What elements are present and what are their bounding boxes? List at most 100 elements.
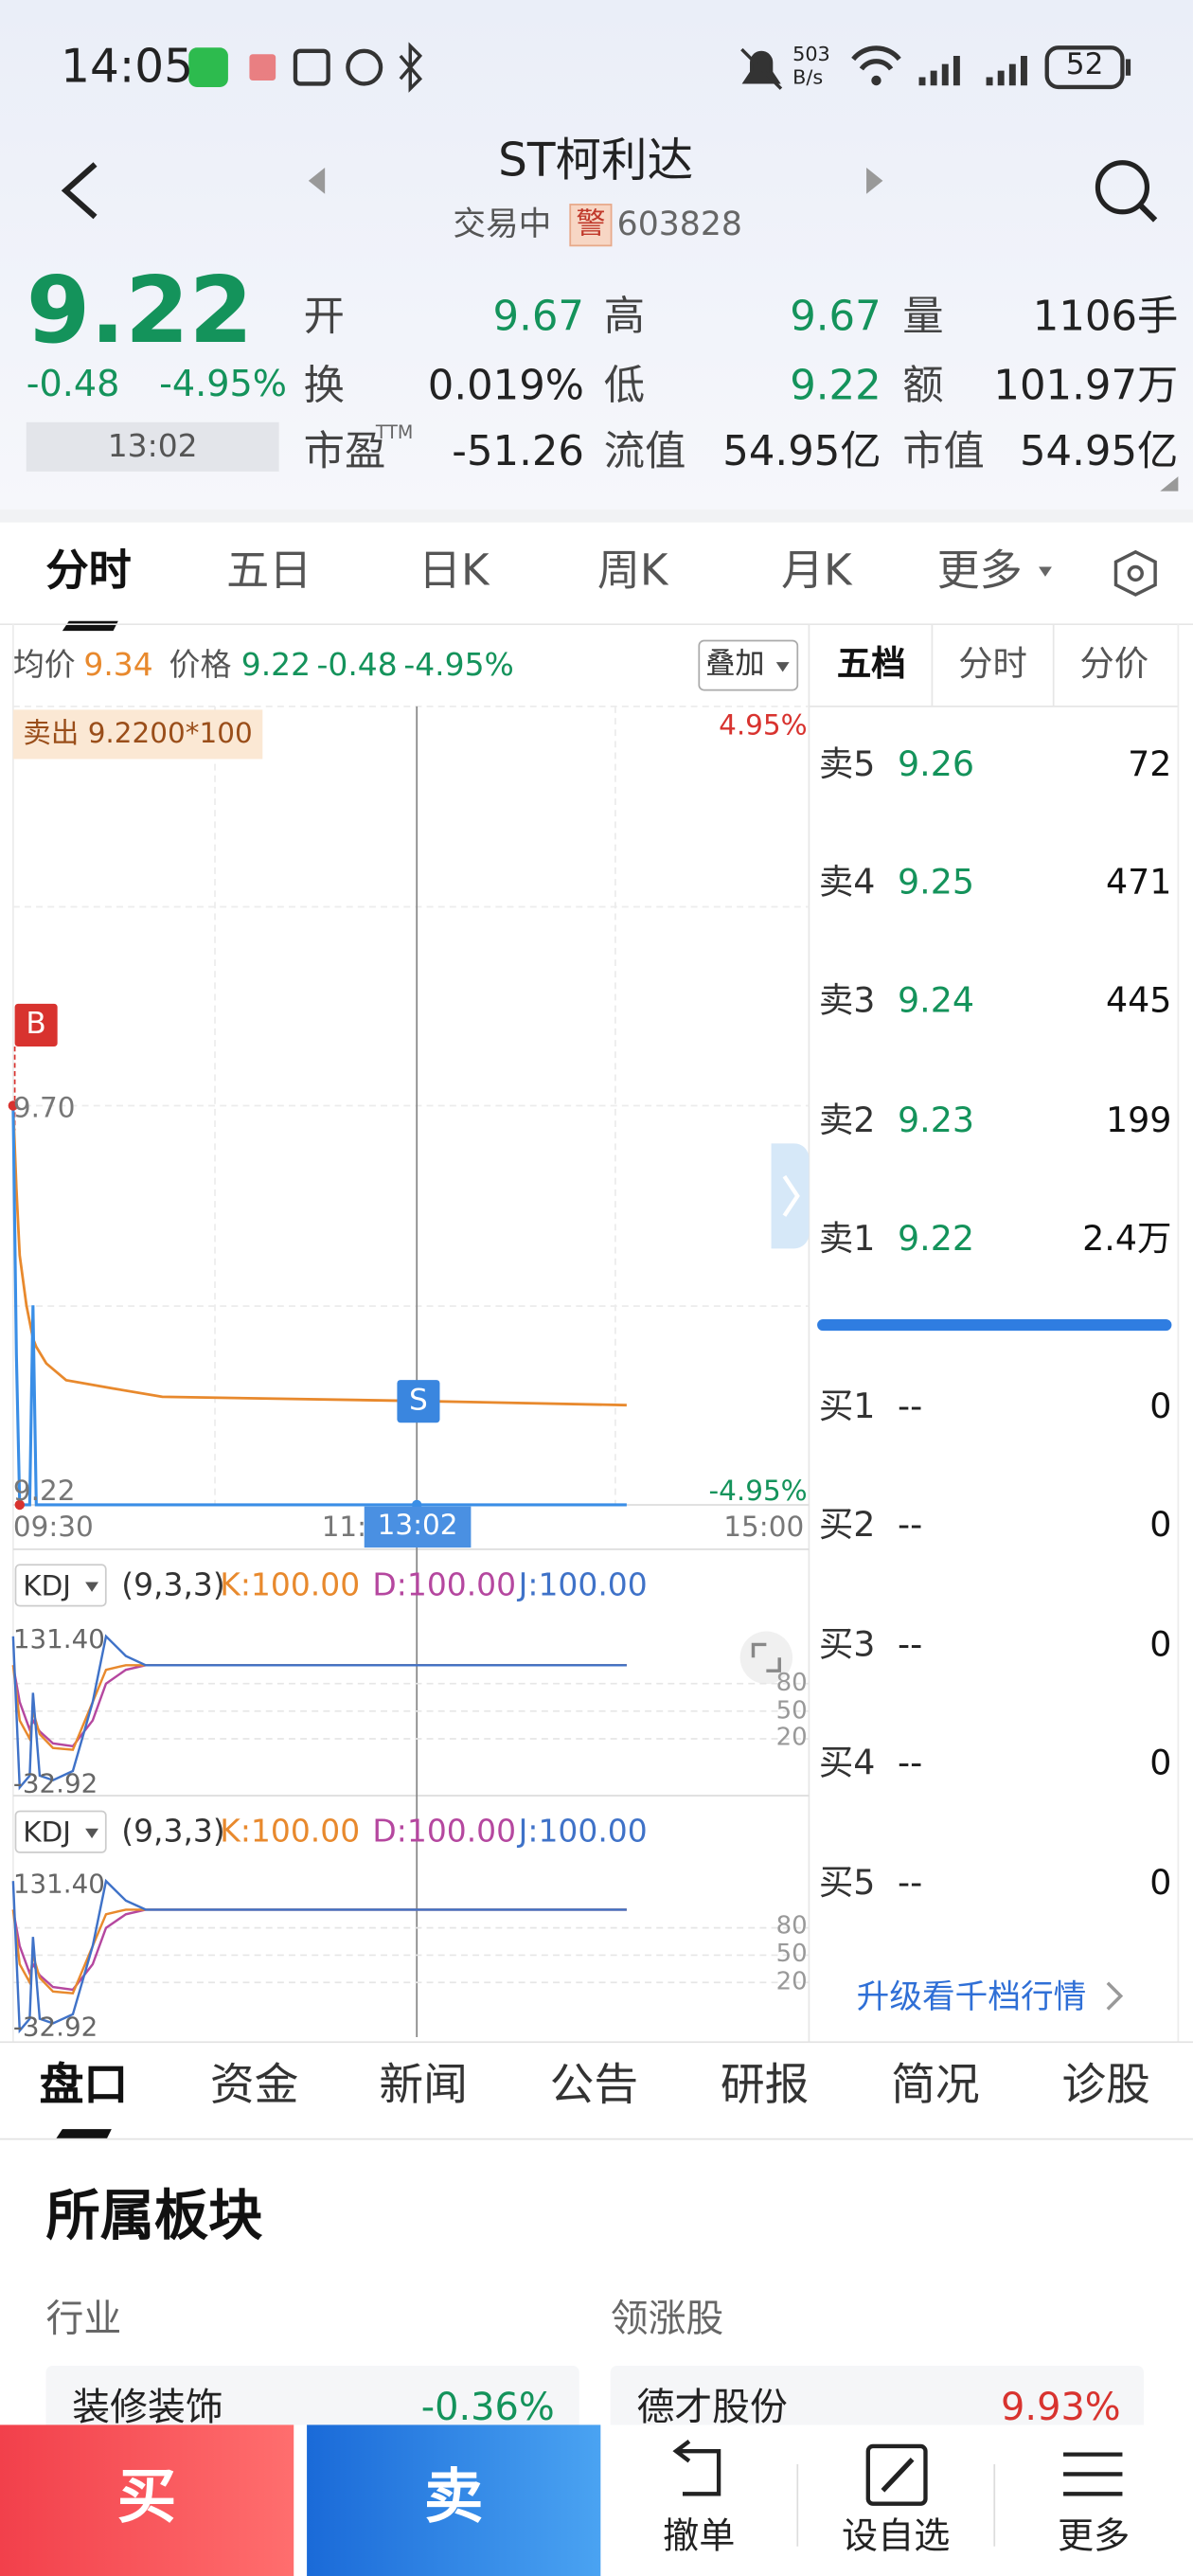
k-line xyxy=(11,1664,627,1751)
y-tick-label: 80 xyxy=(775,1667,808,1697)
price-change-pct: -4.95% xyxy=(159,365,287,406)
book-level: 卖3 xyxy=(818,980,876,1021)
search-button[interactable] xyxy=(1095,160,1150,215)
book-tab[interactable]: 分价 xyxy=(1079,644,1149,684)
indicator-select[interactable]: KDJ xyxy=(14,1810,107,1853)
cancel-icon xyxy=(672,2440,721,2496)
upgrade-link[interactable]: 升级看千档行情 xyxy=(856,1976,1087,2016)
book-level: 买5 xyxy=(818,1863,876,1903)
book-volume: 2.4万 xyxy=(1082,1219,1172,1259)
next-stock[interactable] xyxy=(866,167,883,194)
period-tab[interactable]: 五日 xyxy=(226,546,312,597)
battery-icon xyxy=(1044,45,1125,90)
book-level: 买3 xyxy=(818,1624,876,1665)
stat-label: 量 xyxy=(902,292,944,341)
settings-dot xyxy=(1127,564,1144,582)
k-value: K:100.00 xyxy=(220,1566,361,1604)
sell-button[interactable] xyxy=(307,2424,601,2576)
detail-tab[interactable]: 研报 xyxy=(720,2060,810,2112)
stat-value: 0.019% xyxy=(427,361,584,409)
book-volume: 0 xyxy=(1149,1386,1172,1426)
signal-icon xyxy=(918,55,1027,86)
x-axis-label: 09:30 xyxy=(12,1511,94,1545)
prev-close-label: 9.70 xyxy=(12,1092,76,1126)
more-label[interactable]: 更多 xyxy=(1057,2516,1131,2558)
cancel-label[interactable]: 撤单 xyxy=(663,2516,736,2558)
period-tab[interactable]: 周K xyxy=(596,546,668,597)
detail-tab[interactable]: 简况 xyxy=(891,2060,980,2112)
k-line xyxy=(11,1908,627,1995)
book-level: 卖5 xyxy=(818,743,876,784)
more-icon xyxy=(1063,2452,1123,2496)
y-tick-label: 20 xyxy=(775,1965,808,1996)
low-point xyxy=(14,1499,25,1511)
book-level: 买4 xyxy=(818,1743,876,1783)
book-price: 9.25 xyxy=(898,862,975,903)
industry-name[interactable]: 装修装饰 xyxy=(72,2387,223,2430)
min-label: -32.92 xyxy=(12,2011,98,2043)
detail-tab[interactable]: 盘口 xyxy=(39,2060,129,2112)
period-tab[interactable]: 月K xyxy=(780,546,852,597)
quote-time: 13:02 xyxy=(26,421,279,472)
book-divider xyxy=(817,1318,1172,1332)
detail-tab[interactable]: 公告 xyxy=(549,2060,639,2112)
book-price: -- xyxy=(898,1386,923,1426)
indicator-select[interactable]: KDJ xyxy=(14,1564,107,1607)
j-value: J:100.00 xyxy=(518,1814,648,1851)
book-tab[interactable]: 五档 xyxy=(836,644,906,684)
sell-label[interactable]: 卖 xyxy=(423,2464,484,2532)
x-axis-label: 15:00 xyxy=(723,1511,805,1545)
leader-name[interactable]: 德才股份 xyxy=(636,2387,788,2430)
period-tab[interactable]: 日K xyxy=(418,546,490,597)
expand-corner xyxy=(1160,476,1179,492)
book-price: 9.23 xyxy=(898,1100,975,1140)
side-arrow xyxy=(782,1174,800,1217)
last-price: 9.22 xyxy=(26,258,254,366)
j-line xyxy=(11,1878,627,2034)
wechat-icon xyxy=(188,47,228,87)
industry-label: 行业 xyxy=(45,2298,122,2341)
upper-pct: 4.95% xyxy=(719,709,808,743)
book-level: 买1 xyxy=(818,1386,876,1426)
overlay-label[interactable]: 叠加 xyxy=(705,647,765,682)
overlay-button[interactable] xyxy=(698,639,799,691)
book-price: -- xyxy=(898,1863,923,1903)
low-label: 9.22 xyxy=(12,1475,76,1509)
book-price: -- xyxy=(898,1624,923,1665)
avg-line xyxy=(11,1105,627,1407)
side-handle[interactable] xyxy=(771,1143,810,1249)
settings-button[interactable] xyxy=(1113,549,1157,597)
app-icon xyxy=(249,54,276,81)
stat-label: 流值 xyxy=(603,427,686,475)
search-handle xyxy=(1138,203,1158,223)
buy-button[interactable] xyxy=(0,2424,294,2576)
book-volume: 0 xyxy=(1149,1624,1172,1665)
book-tab[interactable]: 分时 xyxy=(958,644,1027,684)
period-tab[interactable]: 分时 xyxy=(45,546,132,597)
d-value: D:100.00 xyxy=(372,1814,517,1851)
detail-tab[interactable]: 新闻 xyxy=(379,2060,468,2112)
period-tab[interactable]: 更多 xyxy=(936,546,1023,597)
watchlist-label[interactable]: 设自选 xyxy=(842,2516,951,2558)
book-volume: 72 xyxy=(1128,743,1172,784)
prev-stock[interactable] xyxy=(308,167,326,194)
stock-name: ST柯利达 xyxy=(498,133,694,188)
dropdown-arrow xyxy=(1039,566,1052,577)
section-title: 所属板块 xyxy=(45,2183,263,2248)
buy-label[interactable]: 买 xyxy=(116,2464,177,2532)
book-volume: 199 xyxy=(1105,1100,1172,1140)
stat-value: 54.95亿 xyxy=(1019,427,1179,475)
expand-icon xyxy=(751,1642,781,1673)
book-price: -- xyxy=(898,1504,923,1545)
battery-tip xyxy=(1125,59,1131,76)
detail-tab[interactable]: 诊股 xyxy=(1061,2060,1150,2112)
back-button[interactable] xyxy=(61,162,98,220)
k-value: K:100.00 xyxy=(220,1814,361,1851)
price-change-pct: -4.95% xyxy=(403,647,514,684)
max-label: 131.40 xyxy=(12,1868,105,1900)
detail-tab[interactable]: 资金 xyxy=(209,2060,299,2112)
stat-value: 54.95亿 xyxy=(722,427,881,475)
net-speed: 503 xyxy=(792,43,830,66)
stat-label: 换 xyxy=(303,361,345,409)
